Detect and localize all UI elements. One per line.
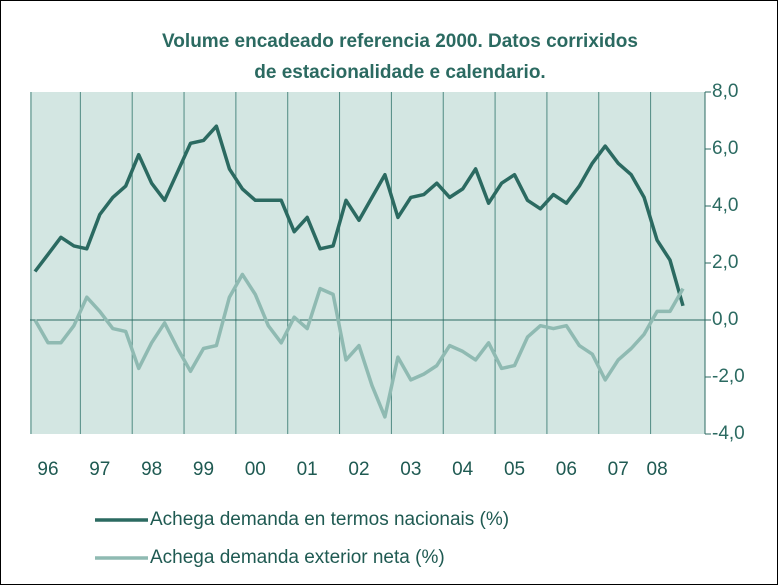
- x-tick-label: 08: [647, 459, 668, 480]
- y-tick-label: 6,0: [712, 138, 738, 159]
- y-tick-label: -4,0: [712, 423, 745, 444]
- y-tick-label: 8,0: [712, 81, 738, 102]
- x-tick-label: 97: [89, 459, 110, 480]
- chart-title: de estacionalidade e calendario.: [254, 62, 545, 83]
- x-tick-label: 99: [193, 459, 214, 480]
- x-tick-label: 98: [141, 459, 162, 480]
- legend-label: Achega demanda exterior neta (%): [150, 547, 445, 568]
- x-tick-label: 05: [504, 459, 525, 480]
- x-tick-label: 01: [297, 459, 318, 480]
- x-tick-label: 03: [400, 459, 421, 480]
- y-tick-label: 0,0: [712, 309, 738, 330]
- chart-title: Volume encadeado referencia 2000. Datos …: [162, 31, 638, 52]
- x-tick-label: 96: [37, 459, 58, 480]
- series-line: [33, 272, 685, 419]
- series-line: [33, 124, 685, 307]
- x-tick-label: 07: [608, 459, 629, 480]
- x-tick-label: 04: [452, 459, 474, 480]
- plot-area: [30, 92, 705, 434]
- y-tick-label: -2,0: [712, 366, 745, 387]
- y-tick-label: 2,0: [712, 252, 738, 273]
- x-tick-label: 06: [556, 459, 577, 480]
- x-tick-label: 00: [245, 459, 266, 480]
- x-tick-label: 02: [348, 459, 369, 480]
- y-tick-label: 4,0: [712, 195, 738, 216]
- legend-label: Achega demanda en termos nacionais (%): [150, 509, 509, 530]
